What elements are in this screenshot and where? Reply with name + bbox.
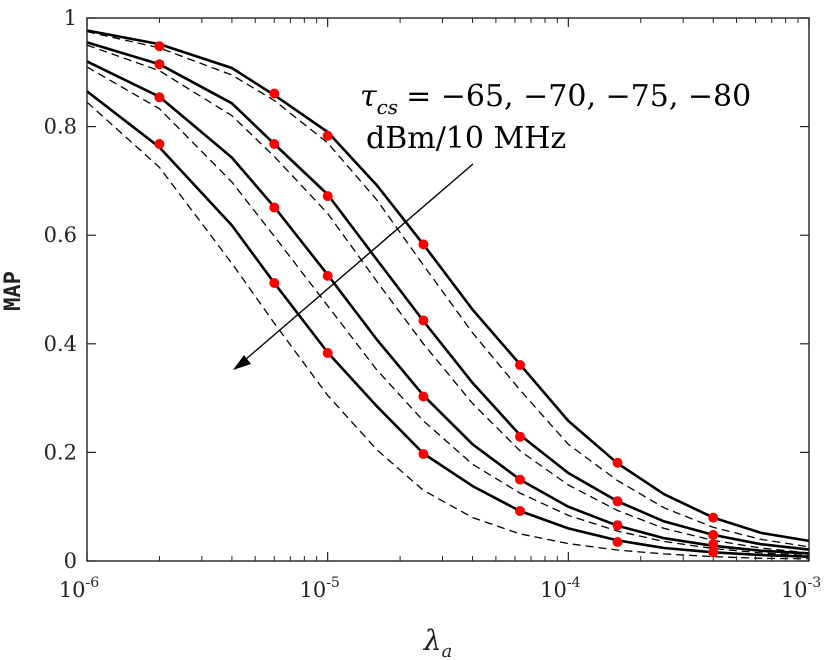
series-line-2-dashed	[86, 30, 810, 548]
x-tick-exponent: -4	[567, 575, 581, 591]
data-marker-s3-p7	[708, 539, 719, 550]
y-tick-label: 0.4	[44, 332, 77, 356]
x-tick-exponent: -3	[808, 575, 822, 591]
data-marker-s3-p3	[322, 270, 333, 281]
y-tick-label: 1	[64, 6, 77, 30]
tau-values: = −65, −70, −75, −80	[406, 79, 751, 114]
x-tick-base: 10	[781, 578, 808, 602]
series-line-6-dashed	[86, 66, 810, 557]
data-marker-s2-p5	[515, 431, 525, 442]
data-marker-s3-p5	[515, 474, 525, 485]
data-marker-s3-p6	[612, 520, 623, 531]
x-tick-exponent: -6	[86, 575, 100, 591]
data-marker-s1-p2	[269, 88, 280, 99]
series-line-4-dashed	[86, 44, 810, 554]
data-marker-s2-p2	[269, 139, 280, 149]
x-axis-label-base: λ	[423, 624, 442, 657]
data-marker-s1-p7	[708, 512, 719, 523]
series-line-3-solid	[86, 41, 810, 551]
data-marker-s1-p4	[418, 239, 429, 250]
x-tick-exponent: -5	[326, 575, 340, 591]
x-axis-label-sub: a	[442, 641, 453, 660]
x-tick-base: 10	[299, 578, 326, 602]
series-line-5-solid	[86, 60, 810, 555]
annotation-arrowhead	[233, 355, 251, 370]
plot-frame	[86, 17, 810, 562]
ticks-layer: 10-6 10-5 10-4 10-300.20.40.60.81	[44, 6, 822, 602]
markers-layer	[154, 41, 719, 558]
data-marker-s4-p4	[418, 449, 429, 459]
data-marker-s2-p4	[418, 315, 429, 326]
x-axis-label: λa	[423, 624, 452, 660]
y-axis-label: MAP	[1, 271, 26, 311]
data-marker-s1-p5	[515, 360, 525, 370]
x-tick-base: 10	[59, 578, 86, 602]
data-marker-s4-p2	[269, 278, 280, 288]
data-marker-s4-p1	[154, 139, 165, 149]
y-tick-label: 0.8	[44, 115, 77, 139]
annotation-arrow	[237, 163, 474, 367]
curves-layer	[86, 29, 810, 560]
y-tick-label: 0.2	[44, 440, 77, 464]
tau-unit: dBm/10 MHz	[366, 121, 566, 156]
x-tick-label: 10-6	[59, 575, 99, 602]
data-marker-s1-p3	[322, 130, 333, 141]
x-tick-base: 10	[540, 578, 567, 602]
tau-subscript: cs	[377, 95, 398, 119]
x-tick-label: 10-4	[540, 575, 580, 602]
data-marker-s3-p1	[154, 92, 165, 103]
series-line-7-solid	[86, 90, 810, 558]
data-marker-s1-p6	[612, 457, 623, 468]
y-tick-label: 0	[64, 549, 77, 573]
x-tick-label: 10-3	[781, 575, 821, 602]
data-marker-s4-p3	[322, 348, 333, 358]
data-marker-s2-p7	[708, 529, 719, 540]
data-marker-s1-p1	[154, 41, 165, 52]
data-marker-s3-p2	[269, 202, 280, 213]
series-line-1-solid	[86, 29, 810, 543]
data-marker-s4-p6	[612, 537, 623, 547]
data-marker-s4-p7	[708, 547, 719, 558]
data-marker-s2-p6	[612, 496, 623, 507]
data-marker-s2-p3	[322, 191, 333, 202]
data-marker-s2-p1	[154, 59, 165, 70]
data-marker-s3-p4	[418, 391, 429, 402]
tau-annotation: τcs = −65, −70, −75, −80	[360, 79, 751, 119]
y-tick-label: 0.6	[44, 223, 77, 247]
series-line-8-dashed	[86, 101, 810, 560]
tau-symbol: τ	[360, 79, 377, 114]
x-tick-label: 10-5	[299, 575, 339, 602]
data-marker-s4-p5	[515, 506, 525, 516]
